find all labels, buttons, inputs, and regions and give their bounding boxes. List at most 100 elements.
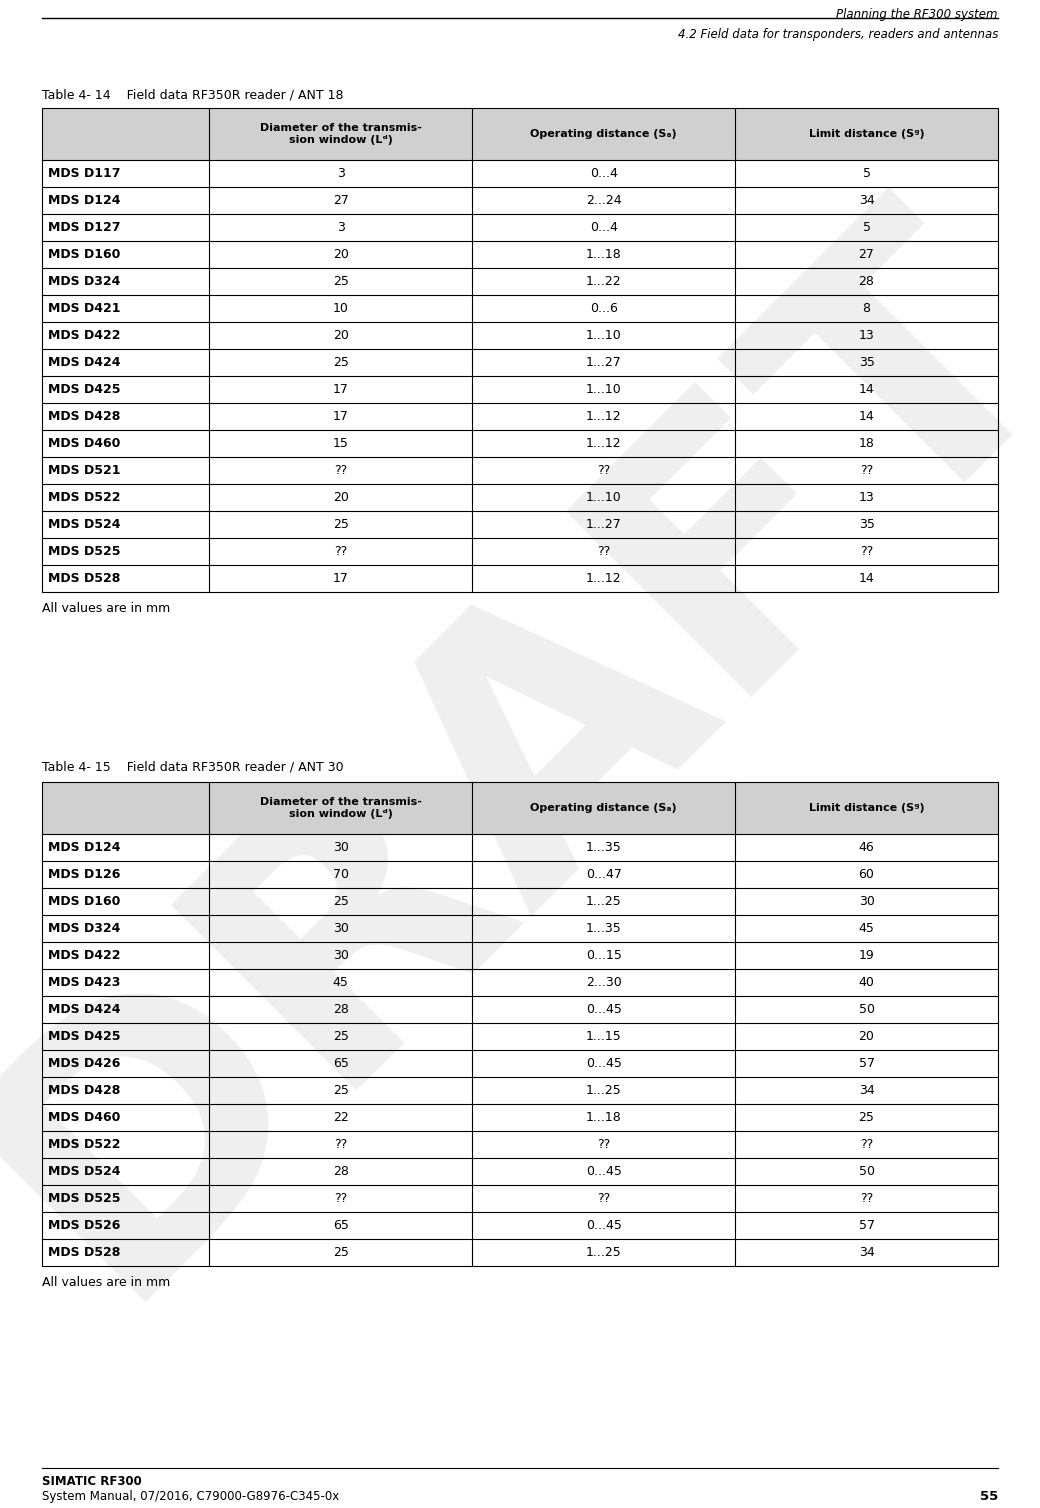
Text: 19: 19	[859, 949, 875, 962]
Text: MDS D324: MDS D324	[48, 274, 121, 288]
Text: 0...45: 0...45	[586, 1003, 622, 1016]
Text: 13: 13	[859, 492, 875, 504]
Text: MDS D428: MDS D428	[48, 410, 121, 424]
Text: ??: ??	[334, 1139, 347, 1151]
Text: 1...22: 1...22	[586, 274, 622, 288]
Text: MDS D426: MDS D426	[48, 1057, 121, 1071]
Text: 57: 57	[859, 1218, 875, 1232]
Text: SIMATIC RF300: SIMATIC RF300	[42, 1475, 141, 1488]
Text: MDS D127: MDS D127	[48, 222, 121, 234]
Text: MDS D425: MDS D425	[48, 383, 121, 397]
Text: Operating distance (Sₐ): Operating distance (Sₐ)	[530, 130, 677, 139]
Bar	[42, 783, 998, 1267]
Text: 10: 10	[333, 302, 348, 315]
Text: ??: ??	[597, 1191, 610, 1205]
Text: 70: 70	[333, 869, 348, 881]
Text: MDS D126: MDS D126	[48, 869, 121, 881]
Text: MDS D460: MDS D460	[48, 1111, 121, 1123]
Text: 1...12: 1...12	[586, 437, 622, 449]
Text: 17: 17	[333, 383, 348, 397]
Text: 0...4: 0...4	[590, 167, 618, 179]
Text: 20: 20	[333, 492, 348, 504]
Text: MDS D524: MDS D524	[48, 1166, 121, 1178]
Text: System Manual, 07/2016, C79000-G8976-C345-0x: System Manual, 07/2016, C79000-G8976-C34…	[42, 1490, 339, 1503]
Text: 17: 17	[333, 572, 348, 585]
Text: 0...15: 0...15	[586, 949, 622, 962]
Text: 55: 55	[980, 1490, 998, 1503]
Text: MDS D160: MDS D160	[48, 896, 121, 908]
Text: ??: ??	[334, 464, 347, 477]
Text: 22: 22	[333, 1111, 348, 1123]
Text: MDS D521: MDS D521	[48, 464, 121, 477]
Text: 2...24: 2...24	[586, 195, 622, 207]
Text: MDS D421: MDS D421	[48, 302, 121, 315]
Text: MDS D522: MDS D522	[48, 492, 121, 504]
Text: MDS D526: MDS D526	[48, 1218, 121, 1232]
Text: 35: 35	[859, 519, 875, 531]
Text: 5: 5	[862, 167, 870, 179]
Text: ??: ??	[334, 1191, 347, 1205]
Text: 3: 3	[337, 222, 344, 234]
Text: 27: 27	[333, 195, 348, 207]
Text: 0...45: 0...45	[586, 1166, 622, 1178]
Text: 25: 25	[333, 1246, 348, 1259]
Text: MDS D422: MDS D422	[48, 329, 121, 342]
Text: MDS D528: MDS D528	[48, 572, 121, 585]
Text: MDS D423: MDS D423	[48, 976, 121, 989]
Text: ??: ??	[597, 464, 610, 477]
Text: Diameter of the transmis-
sion window (Lᵈ): Diameter of the transmis- sion window (L…	[260, 798, 421, 819]
Text: 1...18: 1...18	[586, 247, 622, 261]
Text: MDS D425: MDS D425	[48, 1030, 121, 1044]
Text: 0...45: 0...45	[586, 1057, 622, 1071]
Text: MDS D124: MDS D124	[48, 195, 121, 207]
Text: 1...25: 1...25	[586, 1246, 622, 1259]
Text: 25: 25	[859, 1111, 875, 1123]
Text: 1...10: 1...10	[586, 329, 622, 342]
Text: MDS D324: MDS D324	[48, 921, 121, 935]
Text: MDS D528: MDS D528	[48, 1246, 121, 1259]
Text: 14: 14	[859, 383, 875, 397]
Text: 46: 46	[859, 841, 875, 854]
Text: 14: 14	[859, 410, 875, 424]
Text: 1...35: 1...35	[586, 921, 622, 935]
Text: 14: 14	[859, 572, 875, 585]
Text: 13: 13	[859, 329, 875, 342]
Text: ??: ??	[597, 1139, 610, 1151]
Text: 65: 65	[333, 1218, 348, 1232]
Bar	[42, 783, 998, 834]
Text: Limit distance (Sᵍ): Limit distance (Sᵍ)	[809, 802, 925, 813]
Text: ??: ??	[860, 1191, 874, 1205]
Text: 34: 34	[859, 1246, 875, 1259]
Text: Table 4- 15    Field data RF350R reader / ANT 30: Table 4- 15 Field data RF350R reader / A…	[42, 760, 343, 774]
Text: 20: 20	[333, 329, 348, 342]
Text: 20: 20	[859, 1030, 875, 1044]
Text: 65: 65	[333, 1057, 348, 1071]
Text: 4.2 Field data for transponders, readers and antennas: 4.2 Field data for transponders, readers…	[678, 29, 998, 41]
Text: 8: 8	[862, 302, 870, 315]
Text: 1...10: 1...10	[586, 383, 622, 397]
Text: 1...27: 1...27	[586, 356, 622, 369]
Text: 1...15: 1...15	[586, 1030, 622, 1044]
Text: 50: 50	[859, 1003, 875, 1016]
Text: 25: 25	[333, 896, 348, 908]
Text: MDS D525: MDS D525	[48, 544, 121, 558]
Text: Planning the RF300 system: Planning the RF300 system	[836, 8, 998, 21]
Text: All values are in mm: All values are in mm	[42, 1276, 171, 1289]
Text: 15: 15	[333, 437, 348, 449]
Text: MDS D428: MDS D428	[48, 1084, 121, 1096]
Text: 45: 45	[333, 976, 348, 989]
Text: 60: 60	[859, 869, 875, 881]
Text: MDS D117: MDS D117	[48, 167, 121, 179]
Text: 30: 30	[333, 949, 348, 962]
Text: 28: 28	[333, 1166, 348, 1178]
Text: 34: 34	[859, 195, 875, 207]
Text: DRAFT: DRAFT	[0, 154, 1040, 1354]
Text: MDS D525: MDS D525	[48, 1191, 121, 1205]
Text: 0...4: 0...4	[590, 222, 618, 234]
Text: 28: 28	[859, 274, 875, 288]
Text: Limit distance (Sᵍ): Limit distance (Sᵍ)	[809, 130, 925, 139]
Text: 25: 25	[333, 274, 348, 288]
Text: 5: 5	[862, 222, 870, 234]
Text: 25: 25	[333, 519, 348, 531]
Text: 1...18: 1...18	[586, 1111, 622, 1123]
